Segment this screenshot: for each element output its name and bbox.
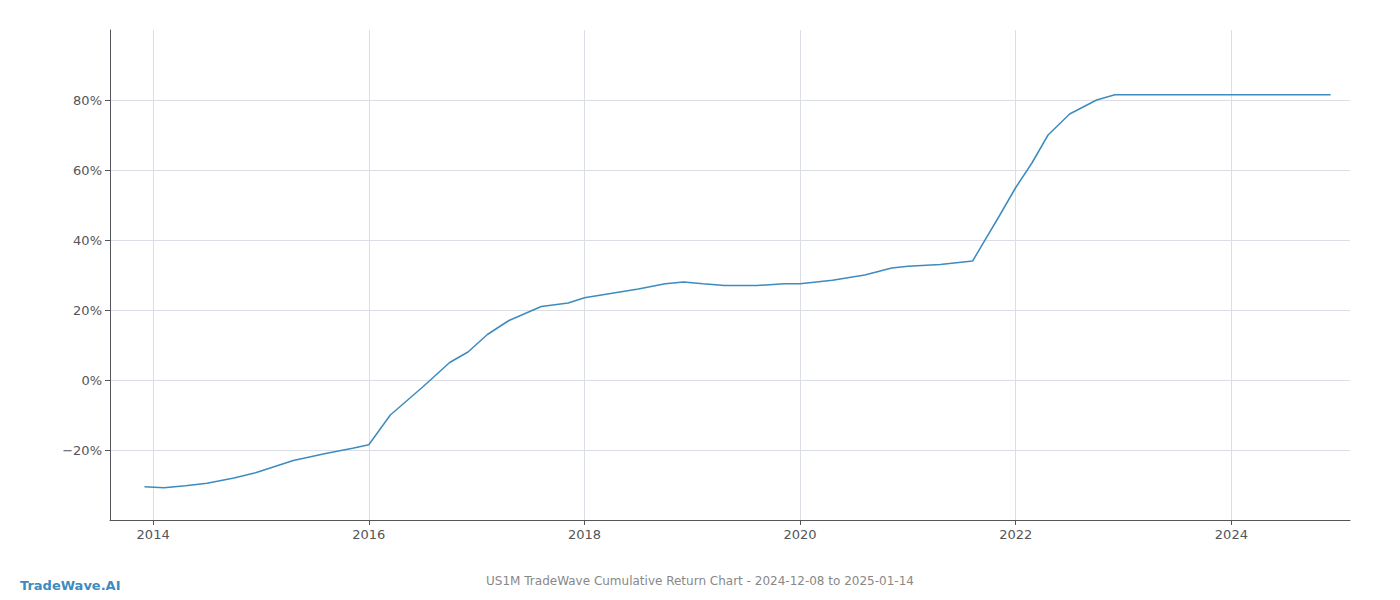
svg-text:−20%: −20% [62, 443, 102, 458]
svg-text:2022: 2022 [999, 527, 1032, 542]
svg-text:2016: 2016 [352, 527, 385, 542]
svg-text:80%: 80% [73, 93, 102, 108]
svg-text:US1M TradeWave Cumulative Retu: US1M TradeWave Cumulative Return Chart -… [486, 574, 914, 588]
svg-text:0%: 0% [81, 373, 102, 388]
svg-text:2020: 2020 [784, 527, 817, 542]
svg-text:TradeWave.AI: TradeWave.AI [20, 578, 121, 593]
svg-text:40%: 40% [73, 233, 102, 248]
svg-text:2018: 2018 [568, 527, 601, 542]
svg-text:60%: 60% [73, 163, 102, 178]
svg-text:20%: 20% [73, 303, 102, 318]
svg-text:2024: 2024 [1215, 527, 1248, 542]
svg-text:2014: 2014 [137, 527, 170, 542]
